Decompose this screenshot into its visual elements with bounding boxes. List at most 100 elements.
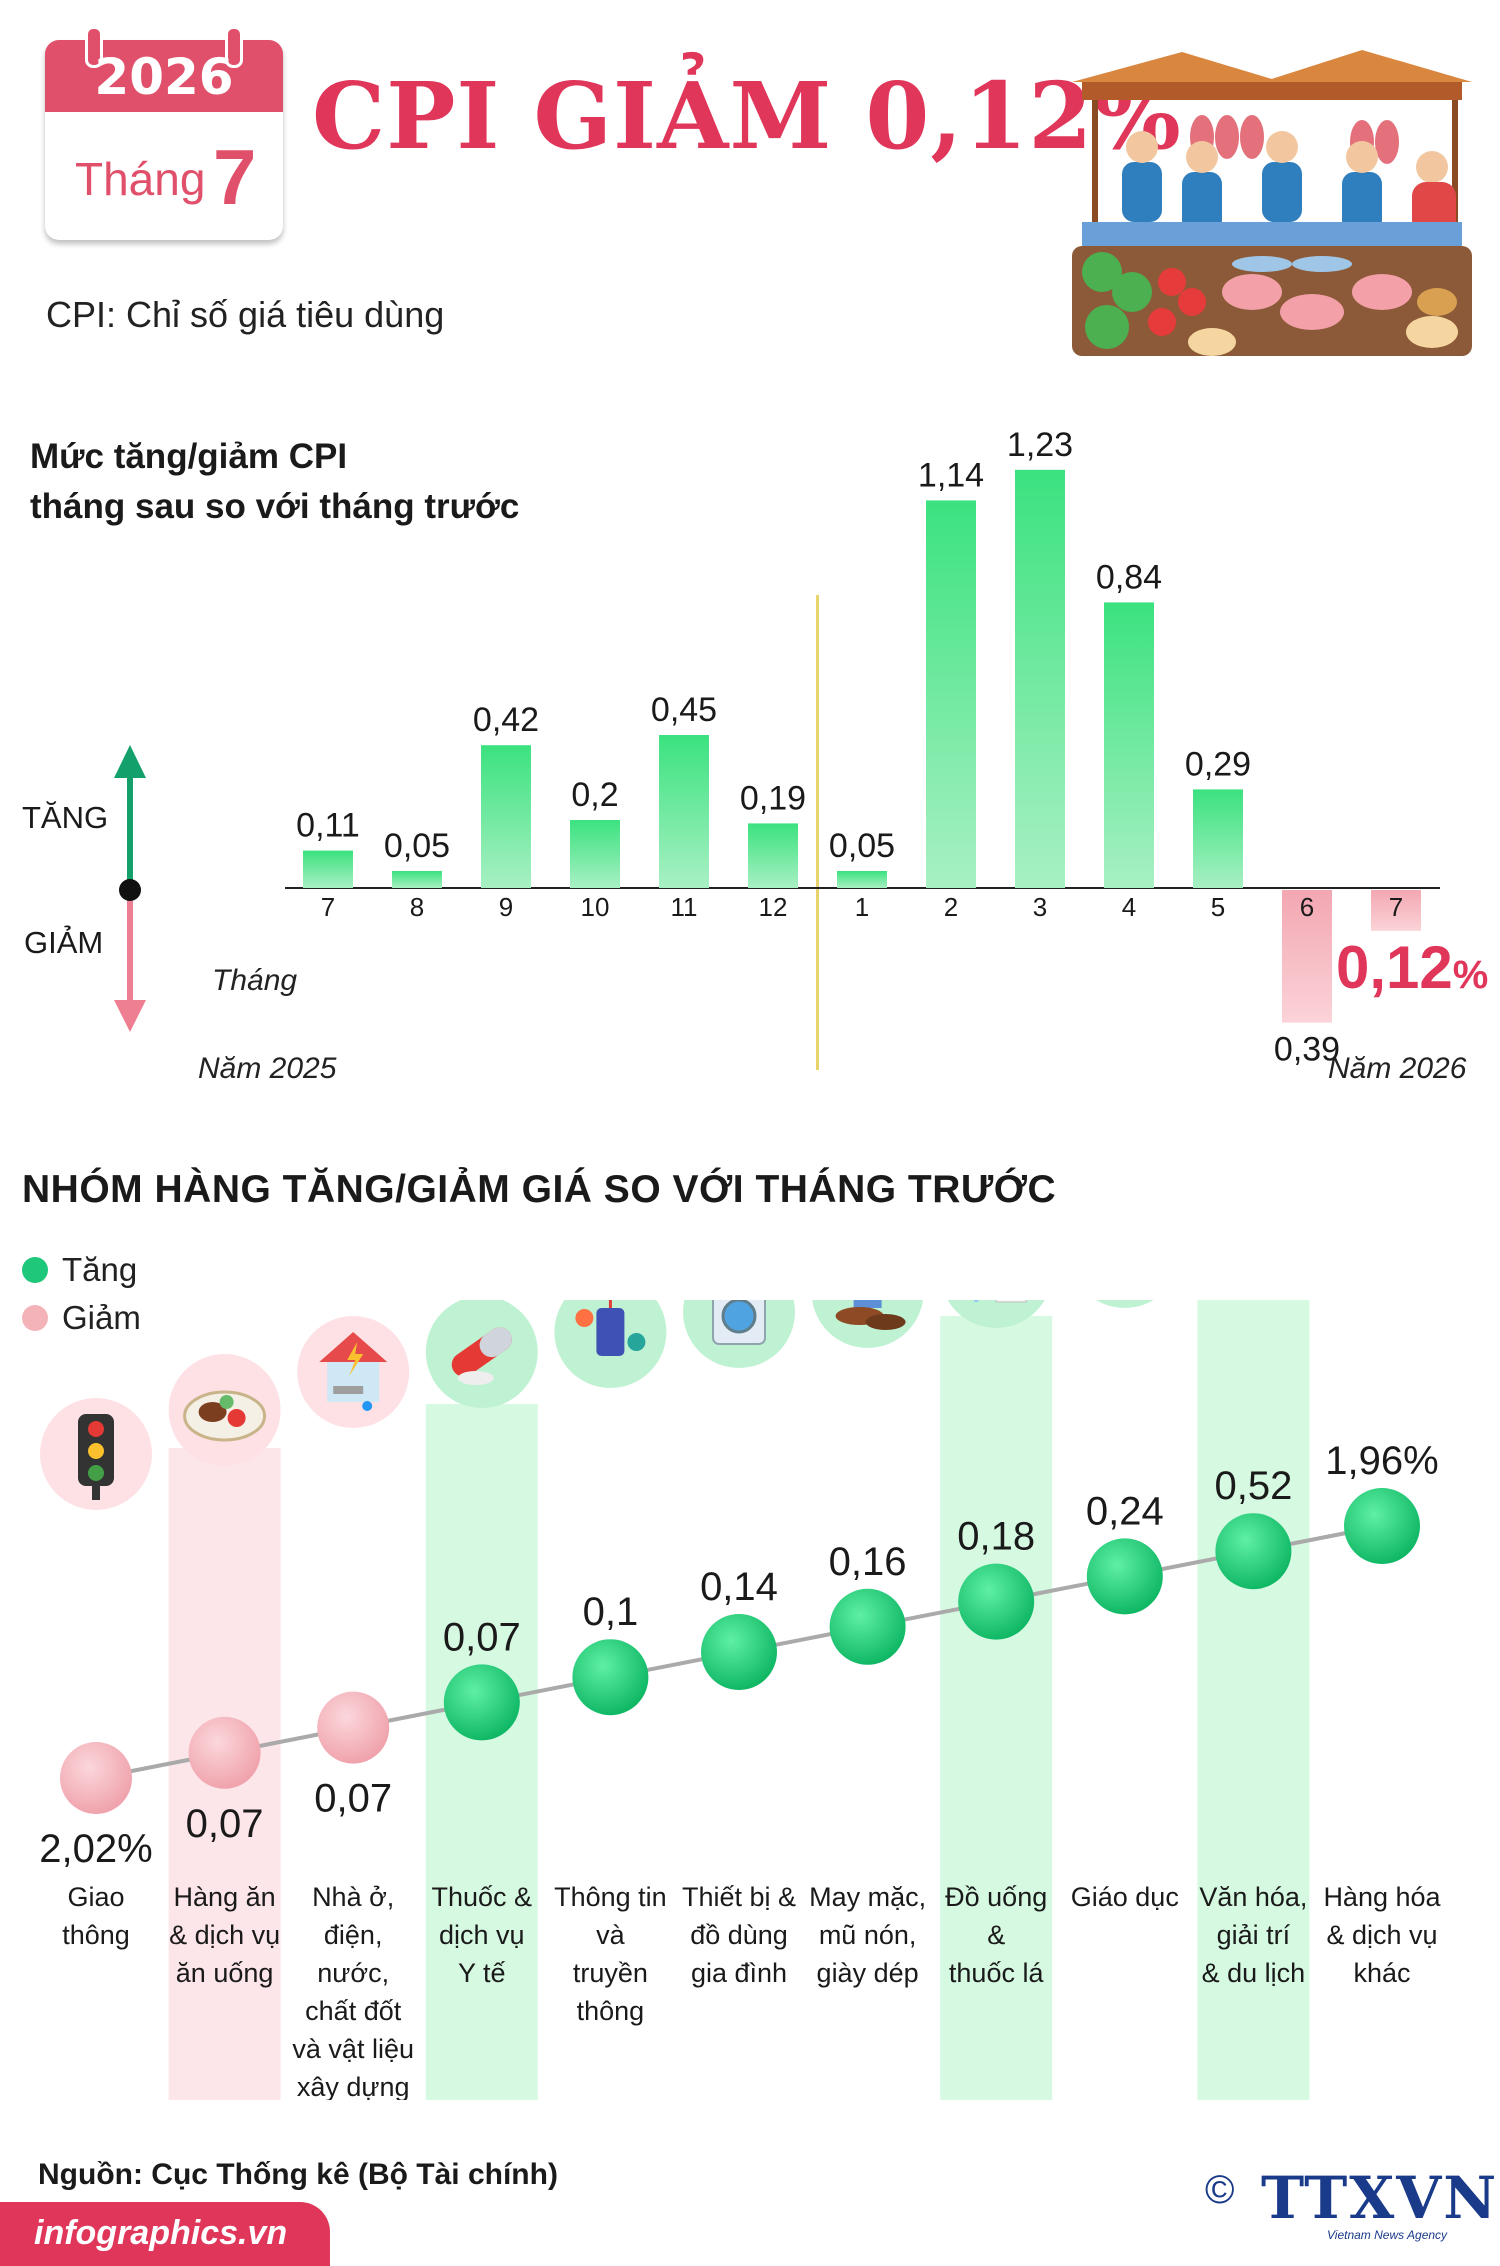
bar-value-1: 0,11 [296, 807, 360, 845]
group-label-10-line-1: Văn hóa, [1199, 1882, 1307, 1912]
bar-value-9: 1,23 [1007, 426, 1073, 464]
month-tick-13: 7 [1389, 892, 1403, 922]
calendar-badge: 2026 Tháng 7 [45, 26, 283, 240]
washing-machine-icon [683, 1300, 795, 1368]
cpi-bar-12 [1282, 890, 1332, 1023]
cpi-bar-13 [1371, 890, 1421, 931]
month-tick-5: 11 [671, 892, 698, 922]
group-value-3: 0,07 [314, 1777, 392, 1821]
group-label-4-line-2: dịch vụ [439, 1920, 525, 1950]
down-label: GIẢM [24, 925, 104, 960]
calendar-year: 2026 [94, 48, 234, 106]
cpi-bar-8 [926, 500, 976, 888]
group-value-2: 0,07 [186, 1802, 264, 1846]
group-label-3-line-1: Nhà ở, [312, 1882, 394, 1912]
legend-increase-dot [22, 1257, 48, 1283]
bar-value-6: 0,19 [740, 779, 806, 817]
group-label-11-line-1: Hàng hóa [1323, 1882, 1441, 1912]
cpi-bar-2 [392, 871, 442, 888]
group-label-11-line-3: khác [1353, 1958, 1410, 1988]
month-tick-6: 12 [759, 892, 788, 922]
group-point-10 [1215, 1513, 1292, 1590]
group-label-6-line-2: đồ dùng [690, 1920, 788, 1950]
legend-decrease-label: Giảm [62, 1299, 141, 1336]
group-label-5-line-3: truyền [573, 1958, 648, 1988]
year-label-2026: Năm 2026 [1328, 1052, 1467, 1085]
group-label-7-line-3: giày dép [817, 1958, 919, 1988]
group-label-2-line-3: ăn uống [176, 1958, 274, 1988]
group-label-1-line-1: Giao [67, 1882, 124, 1912]
group-label-5-line-4: thông [577, 1996, 645, 2026]
group-point-2 [188, 1716, 261, 1789]
calendar-ring-right [225, 26, 243, 68]
axis-origin-dot [119, 879, 141, 901]
down-arrow-icon [114, 1000, 146, 1032]
logo-text: TTXVN [1261, 2164, 1499, 2232]
bar-value-11: 0,29 [1185, 745, 1251, 783]
month-tick-4: 10 [581, 892, 610, 922]
bar-value-10: 0,84 [1096, 558, 1162, 596]
communication-icon [554, 1300, 667, 1388]
group-point-1 [60, 1742, 132, 1814]
highlight-column-10 [1197, 1300, 1310, 2100]
section2-title: NHÓM HÀNG TĂNG/GIẢM GIÁ SO VỚI THÁNG TRƯ… [22, 1168, 1057, 1211]
highlight-unit: % [1453, 953, 1489, 997]
medicine-capsule-icon [425, 1300, 538, 1408]
group-label-6-line-1: Thiết bị & [682, 1882, 796, 1912]
group-value-1: 2,02% [39, 1827, 152, 1871]
house-utilities-icon [297, 1316, 410, 1428]
site-link[interactable]: infographics.vn [34, 2214, 288, 2252]
up-label: TĂNG [22, 800, 109, 835]
bar-value-12: 0,39 [1274, 1031, 1340, 1069]
group-point-7 [829, 1588, 906, 1665]
bar-value-2: 0,05 [384, 827, 450, 865]
cpi-definition: CPI: Chỉ số giá tiêu dùng [46, 294, 445, 335]
group-label-11-line-2: & dịch vụ [1326, 1920, 1437, 1950]
group-label-8-line-1: Đồ uống [945, 1882, 1047, 1912]
calendar-month-number: 7 [213, 133, 257, 221]
calendar-header [45, 40, 283, 112]
group-label-8-line-2: & [987, 1920, 1005, 1950]
calendar-ring-left [85, 26, 103, 68]
group-value-4: 0,07 [443, 1615, 521, 1659]
group-value-11: 1,96% [1325, 1439, 1438, 1483]
cpi-bar-6 [748, 823, 798, 888]
group-label-1-line-2: thông [62, 1920, 130, 1950]
traffic-light-icon [40, 1398, 152, 1510]
group-label-6-line-3: gia đình [691, 1958, 787, 1988]
group-label-9-line-1: Giáo dục [1071, 1882, 1179, 1912]
x-axis-label: Tháng [212, 964, 298, 997]
group-value-5: 0,1 [583, 1590, 639, 1634]
group-value-7: 0,16 [829, 1540, 907, 1584]
calendar-month-label: Tháng [75, 153, 206, 205]
cpi-bar-11 [1193, 789, 1243, 888]
month-tick-12: 6 [1300, 892, 1314, 922]
group-value-10: 0,52 [1214, 1464, 1292, 1508]
group-label-3-line-6: xây dựng [297, 2072, 410, 2100]
legend-decrease: Giảm [22, 1298, 141, 1338]
highlight-column-8 [940, 1316, 1053, 2100]
footer-bar [0, 2202, 330, 2266]
group-label-5-line-1: Thông tin [554, 1882, 667, 1912]
chart1-title-line2: tháng sau so với tháng trước [30, 487, 520, 526]
group-point-11 [1344, 1488, 1420, 1564]
shirt-shoes-icon [812, 1300, 924, 1348]
group-label-3-line-4: chất đốt [305, 1996, 402, 2026]
group-label-2-line-1: Hàng ăn [174, 1882, 276, 1912]
source-note: Nguồn: Cục Thống kê (Bộ Tài chính) [38, 2158, 558, 2191]
cpi-bar-3 [481, 745, 531, 888]
cpi-monthly-bar-chart: 7 0,11 8 0,05 9 0,42 10 0,2 11 0,45 12 0,19 1 0,05 2 1,… [114, 426, 1489, 1070]
month-tick-1: 7 [321, 892, 335, 922]
bar-value-3: 0,42 [473, 701, 539, 739]
month-tick-7: 1 [855, 892, 869, 922]
group-value-6: 0,14 [700, 1565, 778, 1609]
year-label-2025: Năm 2025 [198, 1052, 337, 1085]
group-label-5-line-2: và [596, 1920, 626, 1950]
month-tick-8: 2 [944, 892, 958, 922]
headline: CPI GIẢM 0,12% [312, 62, 1182, 170]
group-value-9: 0,24 [1086, 1489, 1164, 1533]
market-illustration [1072, 50, 1472, 356]
month-tick-9: 3 [1033, 892, 1047, 922]
group-label-4-line-3: Y tế [458, 1958, 506, 1988]
group-point-3 [317, 1691, 390, 1764]
